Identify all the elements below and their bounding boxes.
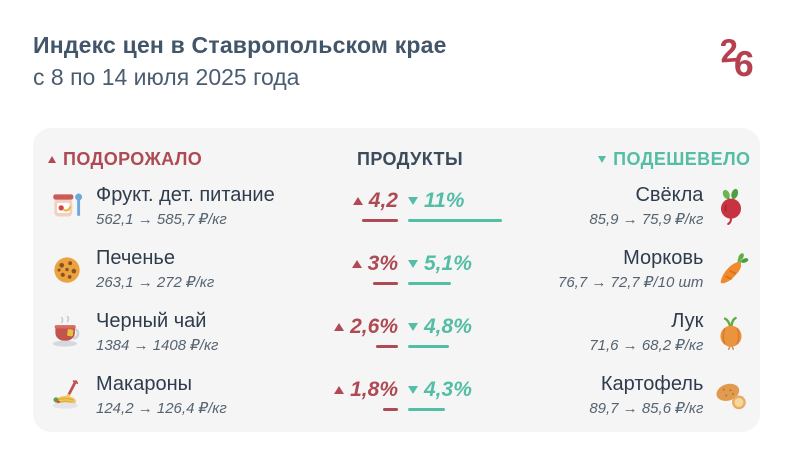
product-row-down: Лук 71,6 → 68,2 ₽/кг (558, 300, 750, 363)
pct-up-cell: 1,8% (298, 363, 398, 426)
product-name: Свёкла (635, 183, 704, 206)
pobeda26-logo-icon: 2 6 (718, 31, 772, 94)
product-price: 85,9 → 75,9 ₽/кг (589, 210, 704, 228)
price-grid: ПОДОРОЖАЛО ПРОДУКТЫ ПОДЕШЕВЕЛО Фрукт. де… (48, 144, 750, 426)
pct-down-value: 4,3% (424, 377, 472, 401)
product-row-down: Свёкла 85,9 → 75,9 ₽/кг (558, 174, 750, 237)
onion-icon (712, 313, 750, 351)
product-row-down: Морковь 76,7 → 72,7 ₽/10 шт (558, 237, 750, 300)
column-header-products: ПРОДУКТЫ (357, 148, 463, 169)
baby-food-icon (48, 187, 86, 225)
pct-up-cell: 2,6% (298, 300, 398, 363)
pct-down-cell: 4,3% (408, 363, 548, 426)
product-price: 124,2 → 126,4 ₽/кг (96, 399, 227, 417)
product-name: Лук (671, 309, 704, 332)
product-name: Макароны (96, 372, 192, 395)
up-bar (362, 218, 398, 223)
pct-down-cell: 11% (408, 174, 548, 237)
product-price: 76,7 → 72,7 ₽/10 шт (558, 273, 704, 291)
product-name: Печенье (96, 246, 175, 269)
pct-up-value: 1,8% (350, 377, 398, 401)
down-triangle-icon (408, 259, 418, 268)
pct-up-value: 4,2 (368, 188, 398, 212)
pct-down-value: 11% (424, 188, 465, 212)
beet-icon (712, 187, 750, 225)
potato-icon (712, 376, 750, 414)
product-row-down: Картофель 89,7 → 85,6 ₽/кг (558, 363, 750, 426)
up-triangle-icon (334, 322, 345, 331)
tea-cup-icon (48, 313, 86, 351)
up-triangle-icon (48, 155, 56, 163)
product-row-up: Печенье 263,1 → 272 ₽/кг (48, 237, 288, 300)
pasta-icon (48, 376, 86, 414)
pct-down-cell: 5,1% (408, 237, 548, 300)
down-triangle-icon (408, 385, 418, 394)
cookie-icon (48, 250, 86, 288)
product-row-up: Макароны 124,2 → 126,4 ₽/кг (48, 363, 288, 426)
price-index-card: ПОДОРОЖАЛО ПРОДУКТЫ ПОДЕШЕВЕЛО Фрукт. де… (33, 128, 760, 432)
product-price: 89,7 → 85,6 ₽/кг (589, 399, 704, 417)
down-bar (408, 218, 502, 223)
logo-digit-6: 6 (732, 42, 756, 85)
down-bar (408, 344, 449, 349)
down-triangle-icon (408, 196, 418, 205)
product-row-up: Фрукт. дет. питание 562,1 → 585,7 ₽/кг (48, 174, 288, 237)
page-title: Индекс цен в Ставропольском крае (33, 32, 447, 58)
pct-up-cell: 4,2 (298, 174, 398, 237)
column-header-down: ПОДЕШЕВЕЛО (558, 144, 750, 174)
pct-up-value: 3% (367, 251, 398, 275)
product-price: 1384 → 1408 ₽/кг (96, 336, 219, 354)
product-name: Черный чай (96, 309, 207, 332)
page-subtitle: с 8 по 14 июля 2025 года (33, 64, 300, 90)
pct-down-cell: 4,8% (408, 300, 548, 363)
product-name: Фрукт. дет. питание (96, 183, 275, 206)
product-row-up: Черный чай 1384 → 1408 ₽/кг (48, 300, 288, 363)
pct-down-value: 4,8% (424, 314, 472, 338)
pct-up-value: 2,6% (350, 314, 398, 338)
product-price: 263,1 → 272 ₽/кг (96, 273, 215, 291)
up-bar (375, 344, 398, 349)
down-triangle-icon (598, 155, 607, 163)
product-name: Морковь (623, 246, 704, 269)
column-header-up: ПОДОРОЖАЛО (48, 144, 288, 174)
column-header-down-label: ПОДЕШЕВЕЛО (613, 148, 751, 169)
product-name: Картофель (600, 372, 704, 395)
pct-up-cell: 3% (298, 237, 398, 300)
up-triangle-icon (351, 259, 362, 268)
title-block: Индекс цен в Ставропольском крае с 8 по … (33, 32, 447, 91)
up-triangle-icon (352, 196, 363, 205)
column-header-up-label: ПОДОРОЖАЛО (63, 148, 203, 169)
page-header: Индекс цен в Ставропольском крае с 8 по … (33, 31, 772, 94)
product-price: 71,6 → 68,2 ₽/кг (589, 336, 704, 354)
carrot-icon (712, 250, 750, 288)
up-bar (372, 281, 398, 286)
product-price: 562,1 → 585,7 ₽/кг (96, 210, 227, 228)
pct-down-value: 5,1% (424, 251, 472, 275)
down-bar (408, 407, 445, 412)
down-triangle-icon (408, 322, 418, 331)
up-bar (382, 407, 398, 412)
down-bar (408, 281, 452, 286)
up-triangle-icon (334, 385, 345, 394)
